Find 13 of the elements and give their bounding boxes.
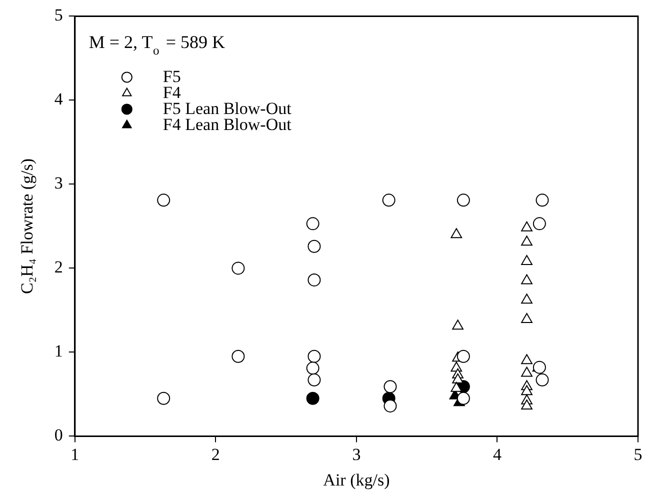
y-tick-label: 5 [54, 6, 63, 25]
y-tick-label: 0 [54, 426, 63, 445]
y-axis-title: C₂H₄ Flowrate (g/s) [18, 158, 37, 294]
x-tick-label: 2 [211, 444, 220, 464]
x-tick-label: 5 [634, 444, 642, 464]
x-tick-label: 4 [492, 444, 502, 464]
x-tick-label: 1 [70, 444, 80, 464]
y-tick-label: 1 [54, 342, 63, 361]
y-tick-label: 4 [54, 90, 64, 109]
x-tick-label: 3 [352, 444, 361, 464]
y-tick-label: 3 [54, 174, 63, 193]
y-tick-label: 2 [54, 258, 63, 277]
x-axis-title: Air (kg/s) [323, 470, 390, 490]
